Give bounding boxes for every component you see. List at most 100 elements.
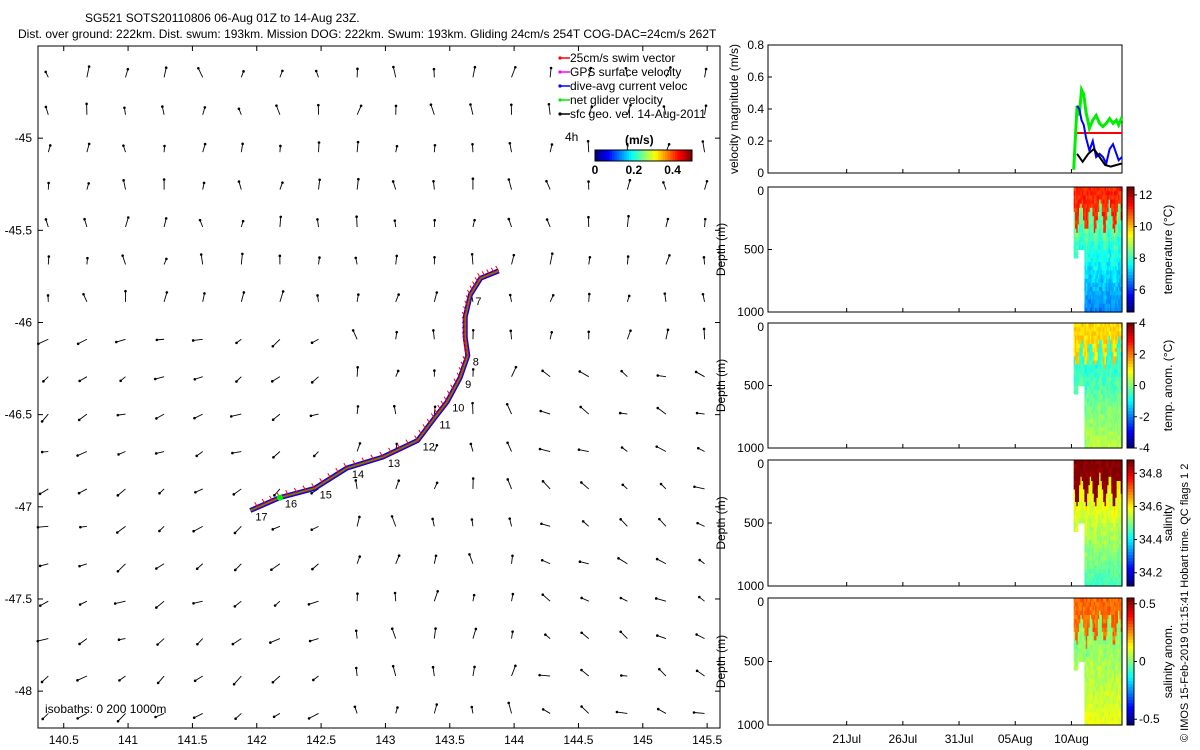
current-arrow-head [512, 253, 516, 257]
salinity_anom-cell [1108, 631, 1111, 637]
salinity_anom-cell [1111, 631, 1114, 637]
temperature-colorbar-cell [1127, 302, 1134, 307]
temp_anom-cell [1084, 393, 1087, 399]
swim-vector [343, 462, 348, 469]
salinity-cell [1089, 464, 1092, 469]
temp_anom-cell [1111, 410, 1114, 416]
salinity_anom-cell [1116, 708, 1119, 713]
temperature-cell [1088, 195, 1091, 201]
temp_anom-cell [1092, 414, 1095, 420]
current-arrow-head [696, 521, 699, 525]
salinity-cell [1119, 565, 1122, 570]
salinity_anom-cell [1084, 686, 1087, 692]
salinity-cell [1091, 514, 1094, 520]
salinity-cell [1083, 502, 1086, 507]
salinity-cell [1111, 464, 1114, 469]
salinity_anom-cell [1085, 627, 1088, 633]
legend-label: GPS surface velocity [570, 65, 681, 79]
temp_anom-cell [1119, 331, 1122, 337]
temperature-cell [1097, 307, 1100, 313]
salinity_anom-cell [1107, 708, 1110, 713]
salinity_anom-colorbar-cell [1127, 598, 1134, 602]
salinity-cell [1111, 489, 1114, 495]
salinity-cell [1100, 514, 1103, 520]
current-arrow-head [391, 664, 395, 668]
salinity-colorbar-tick-label: 34.2 [1139, 566, 1163, 580]
current-arrow [665, 255, 670, 265]
temp_anom-cell [1084, 352, 1087, 357]
salinity_anom-cell [1093, 598, 1096, 603]
temp_anom-cell [1096, 423, 1099, 428]
salinity-cell [1089, 544, 1092, 549]
swim-vector [311, 483, 316, 489]
current-arrow [115, 600, 126, 604]
temperature-cell [1117, 216, 1120, 221]
temp_anom-cell [1100, 435, 1103, 441]
temp_anom-cell [1085, 348, 1088, 353]
temperature-cell [1085, 282, 1088, 288]
temp_anom-colorbar-cell [1127, 398, 1134, 402]
temp_anom-cell [1093, 423, 1096, 428]
salinity-cell [1111, 535, 1114, 541]
current-arrow-head [155, 417, 158, 420]
current-arrow-head [357, 293, 360, 296]
current-arrow-head [473, 65, 477, 69]
salinity_anom-cell [1117, 631, 1120, 637]
temp_anom-cell [1117, 431, 1120, 437]
temperature-cell [1084, 207, 1087, 213]
temp_anom-cell [1109, 427, 1112, 432]
current-arrow-head [314, 69, 318, 73]
current-arrow-head [432, 180, 435, 183]
current-arrow-head [397, 293, 400, 296]
time-tick-label: 10Aug [1054, 732, 1089, 746]
temp_anom-cell [1079, 377, 1081, 382]
salinity-cell [1104, 544, 1107, 549]
current-arrow-head [121, 254, 124, 257]
salinity-cell [1105, 527, 1108, 532]
salinity-cell [1096, 518, 1099, 524]
temperature-cell [1093, 232, 1096, 238]
temp_anom-cell [1096, 360, 1099, 366]
salinity_anom-cell [1077, 640, 1080, 646]
temp_anom-colorbar-cell [1127, 404, 1134, 408]
salinity-cell [1104, 464, 1107, 469]
temperature-cell [1075, 241, 1077, 246]
salinity_anom-colorbar-cell [1127, 661, 1134, 666]
temperature-colorbar-tick-label: 6 [1139, 283, 1146, 297]
salinity_anom-cell [1087, 699, 1090, 705]
salinity-cell [1096, 506, 1099, 511]
temp_anom-cell [1091, 427, 1094, 432]
temp_anom-cell [1116, 398, 1119, 403]
salinity_anom-cell [1100, 606, 1103, 612]
temp_anom-cell [1111, 406, 1114, 412]
temperature-cell [1096, 241, 1099, 246]
salinity_anom-cell [1095, 716, 1098, 722]
temperature-cell [1115, 187, 1118, 192]
salinity_anom-cell [1091, 636, 1094, 641]
salinity_anom-colorbar-cell [1127, 601, 1134, 605]
temp_anom-cell [1101, 343, 1104, 349]
salinity_anom-cell [1083, 606, 1086, 612]
temperature-cell [1096, 274, 1099, 280]
temperature-cell [1079, 203, 1081, 209]
temp_anom-cell [1083, 352, 1086, 357]
temp_anom-cell [1109, 423, 1112, 428]
salinity-cell [1109, 472, 1112, 478]
temp_anom-cell [1100, 389, 1103, 395]
swim-vector [453, 378, 458, 385]
temp_anom-cell [1089, 385, 1092, 391]
colorbar-cell [672, 150, 676, 161]
salinity_anom-cell [1088, 691, 1091, 696]
salinity-cell [1111, 581, 1114, 587]
temperature-cell [1105, 270, 1108, 276]
salinity_anom-cell [1084, 661, 1087, 667]
temp_anom-colorbar-cell [1127, 407, 1134, 411]
salinity_anom-cell [1076, 648, 1079, 654]
temp_anom-y-tick-label: 500 [744, 379, 764, 393]
temperature-cell [1089, 307, 1092, 313]
salinity_anom-cell [1100, 627, 1103, 633]
temperature-cell [1119, 282, 1122, 288]
current-arrow [581, 669, 590, 677]
temperature-cell [1116, 212, 1119, 217]
current-arrow-head [318, 256, 321, 259]
